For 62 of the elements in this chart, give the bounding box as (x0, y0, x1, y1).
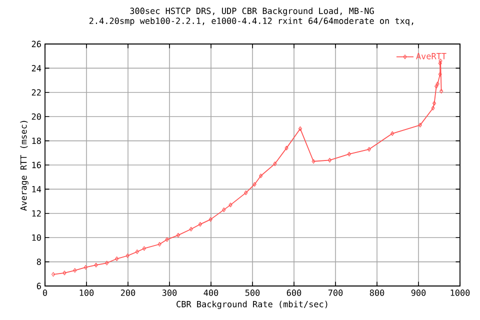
x-tick-label: 400 (204, 290, 218, 296)
point (84, 265, 88, 270)
point (189, 226, 193, 232)
point (259, 174, 263, 178)
point (418, 122, 422, 128)
point (94, 262, 98, 268)
y-tick-label: 14 (32, 186, 42, 192)
point (165, 237, 169, 242)
y-tick-label: 18 (32, 138, 41, 144)
point (158, 242, 162, 247)
point (208, 217, 212, 222)
x-tick-label: 900 (411, 290, 426, 296)
point (105, 260, 109, 266)
x-tick-label: 200 (120, 290, 136, 296)
y-tick-label: 10 (32, 234, 41, 241)
point (284, 146, 288, 150)
x-tick-label: 700 (328, 290, 343, 296)
chart-title: 300sec HSTCP DRS, UDP CBR Background Load, MB-NG (130, 8, 374, 16)
point (176, 232, 180, 238)
legend-label: AveRTT (416, 53, 446, 60)
chart-subtitle: 2.4.20smp web100-2.2.1, e1000-4.4.12 rxint 64/64moderate on txq, (89, 17, 414, 26)
point (115, 256, 119, 262)
point (431, 106, 435, 110)
point (198, 222, 202, 227)
x-tick-label: 100 (80, 290, 94, 296)
point (312, 159, 316, 164)
x-tick-label: 800 (370, 290, 384, 296)
point (434, 84, 438, 89)
point (347, 152, 351, 156)
y-tick-label: 24 (32, 65, 42, 72)
y-tick-label: 20 (32, 113, 41, 120)
y-tick-label: 22 (32, 89, 41, 96)
point (432, 100, 436, 106)
point (244, 190, 248, 196)
point (252, 182, 256, 187)
x-axis-title: CBR Background Rate (mbit/sec) (176, 300, 328, 310)
x-tick-label: 600 (286, 290, 302, 296)
x-tick-label: 0 (43, 290, 47, 296)
y-tick-label: 12 (32, 210, 41, 217)
point (328, 158, 332, 162)
point (135, 249, 139, 254)
y-tick-label: 6 (36, 282, 41, 290)
point (62, 270, 66, 276)
point (367, 146, 371, 152)
y-axis-title: Average RTT (msec) (20, 120, 28, 211)
point (298, 126, 302, 131)
point (438, 61, 442, 66)
point (73, 268, 77, 273)
point (228, 202, 232, 208)
point (438, 72, 442, 77)
point (390, 131, 394, 136)
point (126, 253, 130, 258)
x-tick-label: 500 (245, 290, 260, 296)
x-tick-label: 300 (162, 290, 177, 296)
point (436, 82, 440, 86)
y-tick-label: 16 (32, 162, 41, 168)
point (273, 161, 277, 166)
point (142, 246, 146, 251)
point (222, 207, 226, 212)
x-tick-label: 1000 (450, 290, 470, 296)
y-tick-label: 8 (36, 258, 41, 266)
y-tick-label: 26 (32, 40, 41, 48)
